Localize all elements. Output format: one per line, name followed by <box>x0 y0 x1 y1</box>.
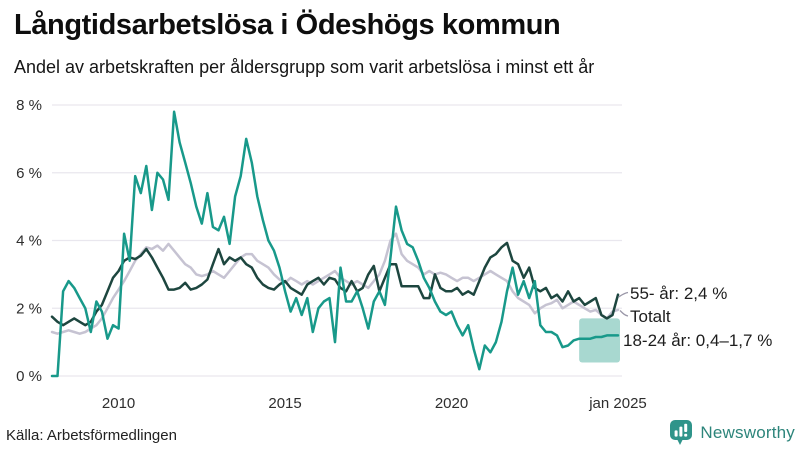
series-line-18-24-r <box>50 110 620 378</box>
newsworthy-wordmark: Newsworthy <box>700 422 795 442</box>
y-axis-tick-label: 2 % <box>16 300 42 317</box>
y-axis-tick-label: 6 % <box>16 165 42 182</box>
x-axis-tick-label: 2015 <box>268 395 301 412</box>
annotation-connector <box>619 310 629 317</box>
page-subtitle: Andel av arbetskraften per åldersgrupp s… <box>14 57 595 77</box>
series-line-totalt <box>50 232 620 335</box>
annotation-connector <box>618 291 629 298</box>
x-axis-tick-label: 2010 <box>102 395 135 412</box>
series-line-55-r <box>50 241 620 327</box>
chart-header: Långtidsarbetslösa i Ödeshögs kommun And… <box>14 4 786 78</box>
y-axis-tick-label: 0 % <box>16 368 42 385</box>
line-end-annotation: 18-24 år: 0,4–1,7 % <box>623 331 772 350</box>
uncertainty-band <box>579 318 620 363</box>
source-note: Källa: Arbetsförmedlingen <box>6 427 177 444</box>
line-end-annotation: 55- år: 2,4 % <box>630 284 727 303</box>
newsworthy-logo[interactable]: Newsworthy <box>669 419 795 446</box>
x-axis-tick-label: 2020 <box>435 395 468 412</box>
line-end-annotation: Totalt <box>630 307 671 326</box>
x-axis-tick-label: jan 2025 <box>588 395 647 412</box>
y-axis-tick-label: 8 % <box>16 97 42 114</box>
y-axis-tick-label: 4 % <box>16 233 42 250</box>
newsworthy-bar-chart-icon <box>670 420 693 445</box>
page-title: Långtidsarbetslösa i Ödeshögs kommun <box>14 9 561 41</box>
